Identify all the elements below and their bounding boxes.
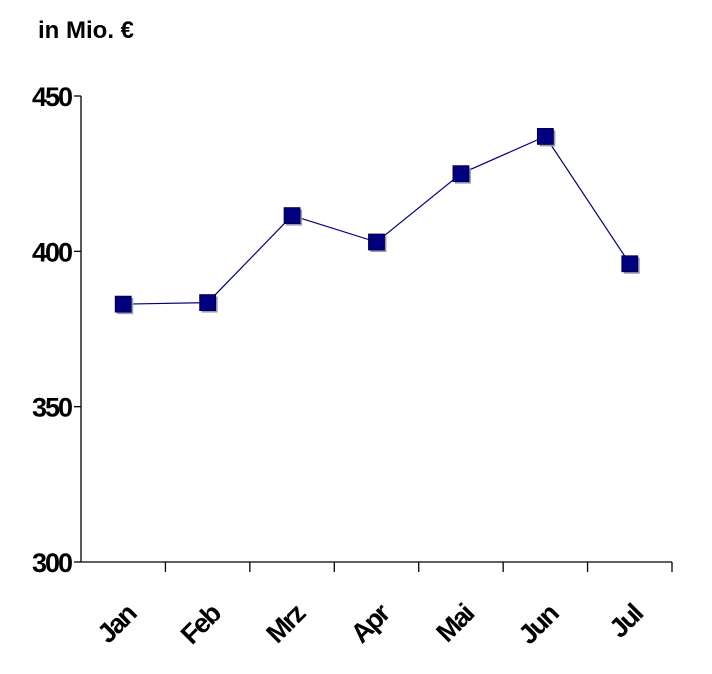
- x-category-label: Jun: [513, 599, 564, 650]
- x-category-label: Apr: [345, 597, 397, 649]
- data-point-marker: [452, 165, 470, 183]
- data-point-marker: [621, 255, 639, 273]
- data-point-marker: [536, 127, 554, 145]
- data-point-marker: [199, 294, 217, 311]
- x-category-label: Mai: [430, 599, 479, 648]
- unit-label: in Mio. €: [38, 17, 134, 44]
- x-axis-ticks: Jan Feb Mrz Apr Mai Jun Jul: [92, 562, 673, 650]
- data-point-marker: [114, 295, 132, 313]
- y-tick-label: 350: [32, 393, 72, 423]
- x-category-label: Jul: [603, 599, 648, 644]
- y-tick-label: 300: [32, 548, 72, 578]
- y-tick-label: 400: [32, 237, 72, 267]
- data-point-marker: [283, 207, 301, 225]
- series-line: [123, 135, 631, 305]
- series-group: [114, 127, 640, 315]
- x-category-label: Jan: [92, 599, 142, 649]
- y-axis-ticks: 300 350 400 450: [32, 82, 81, 578]
- data-point-marker: [368, 233, 385, 251]
- x-category-label: Feb: [175, 598, 227, 650]
- axes: [80, 96, 672, 563]
- x-category-label: Mrz: [260, 598, 311, 649]
- y-tick-label: 450: [32, 82, 72, 112]
